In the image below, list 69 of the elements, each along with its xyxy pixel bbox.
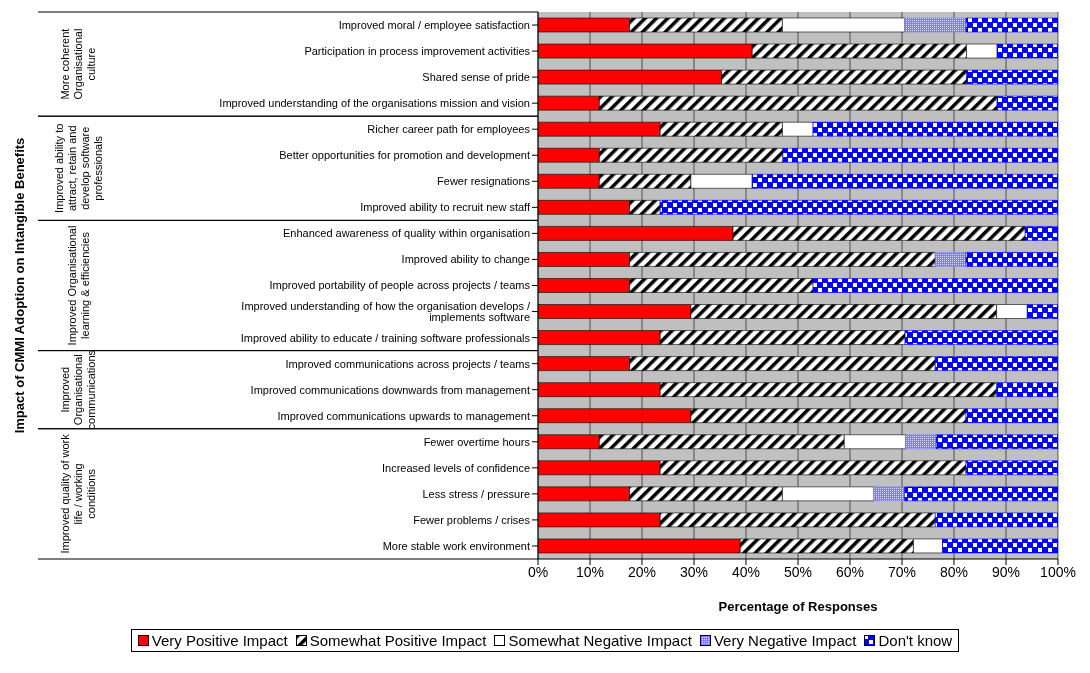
bar <box>934 512 1058 528</box>
y-tick-label: Improved moral / employee satisfaction <box>338 18 530 31</box>
bar <box>1024 226 1058 241</box>
y-tick-label: Improved portability of people across projects / teams <box>269 279 531 292</box>
text: Improved ability to attract, retain and develop software professionals <box>52 123 104 213</box>
legend-label: Very Positive Impact <box>151 632 288 649</box>
bar <box>942 538 1058 554</box>
y-tick-label: Enhanced awareness of quality within organisation <box>282 227 530 240</box>
bar <box>996 382 1058 397</box>
bar <box>965 17 1058 33</box>
x-tick-label: 0% <box>527 563 549 580</box>
x-tick-label: 50% <box>783 563 813 580</box>
bar <box>996 95 1058 111</box>
bar <box>966 69 1058 85</box>
x-tick-label: 40% <box>731 563 761 580</box>
legend-label: Somewhat Negative Impact <box>508 632 692 649</box>
y-tick-label: Fewer problems / crises <box>413 513 531 526</box>
y-tick-label: Less stress / pressure <box>422 487 530 500</box>
y-tick-label: Improved understanding of how the organisation develops / implements software <box>241 299 531 323</box>
y-tick-label: Improved communications upwards to management <box>277 409 530 422</box>
side-heading: Impact of CMMI Adoption on Intangible Benefits <box>12 137 27 434</box>
x-tick-label: 20% <box>627 563 657 580</box>
legend-label: Don't know <box>878 632 953 649</box>
x-tick-label: 10% <box>575 563 605 580</box>
bar <box>965 460 1058 476</box>
y-tick-label: Improved ability to change <box>401 253 530 266</box>
y-tick-label: More stable work environment <box>382 539 530 552</box>
y-tick-label: Increased levels of confidence <box>382 461 530 474</box>
bar <box>904 17 967 33</box>
y-tick-label: Richer career path for employees <box>367 123 531 136</box>
x-tick-label: 100% <box>1040 563 1076 580</box>
bar <box>873 486 905 502</box>
bar <box>904 330 1058 345</box>
bar <box>659 200 1058 215</box>
x-tick-label: 70% <box>887 563 917 580</box>
bar <box>936 434 1058 450</box>
x-axis-title: Percentage of Responses <box>718 599 878 614</box>
x-tick-label: 60% <box>835 563 865 580</box>
y-tick-label: Improved ability to educate / training software professionals <box>240 331 531 344</box>
y-tick-label: Fewer resignations <box>437 175 531 188</box>
bar <box>812 121 1058 137</box>
text: Improved quality of work life / working conditions <box>59 433 97 554</box>
text: Improved Organisational learning & efficiencies <box>65 225 91 346</box>
bar <box>782 147 1058 163</box>
y-tick-label: Improved understanding of the organisations mission and vision <box>219 97 530 110</box>
bar <box>812 278 1058 293</box>
y-tick-label: Improved communications downwards from management <box>250 383 530 396</box>
x-tick-label: 80% <box>939 563 969 580</box>
legend-label: Very Negative Impact <box>713 632 857 649</box>
x-tick-label: 30% <box>679 563 709 580</box>
y-tick-label: Better opportunities for promotion and development <box>279 149 530 162</box>
x-tick-label: 90% <box>991 563 1021 580</box>
bar <box>751 173 1058 189</box>
bar <box>934 252 967 267</box>
legend-label: Somewhat Positive Impact <box>309 632 487 649</box>
text: More coherent Organisational culture <box>59 28 97 100</box>
y-tick-label: Participation in process improvement activities <box>304 44 531 57</box>
bar <box>904 486 1058 502</box>
bar <box>965 408 1058 424</box>
y-tick-label: Improved communications across projects / teams <box>285 357 531 370</box>
y-tick-label: Shared sense of pride <box>422 71 530 84</box>
bar <box>934 356 1058 371</box>
y-tick-label: Improved ability to recruit new staff <box>360 201 531 214</box>
y-tick-label: Fewer overtime hours <box>423 435 531 448</box>
bar <box>965 252 1058 267</box>
text: Improved Organisational communications <box>59 349 97 430</box>
bar <box>905 434 937 450</box>
bar <box>1027 304 1058 319</box>
bar <box>996 43 1058 59</box>
